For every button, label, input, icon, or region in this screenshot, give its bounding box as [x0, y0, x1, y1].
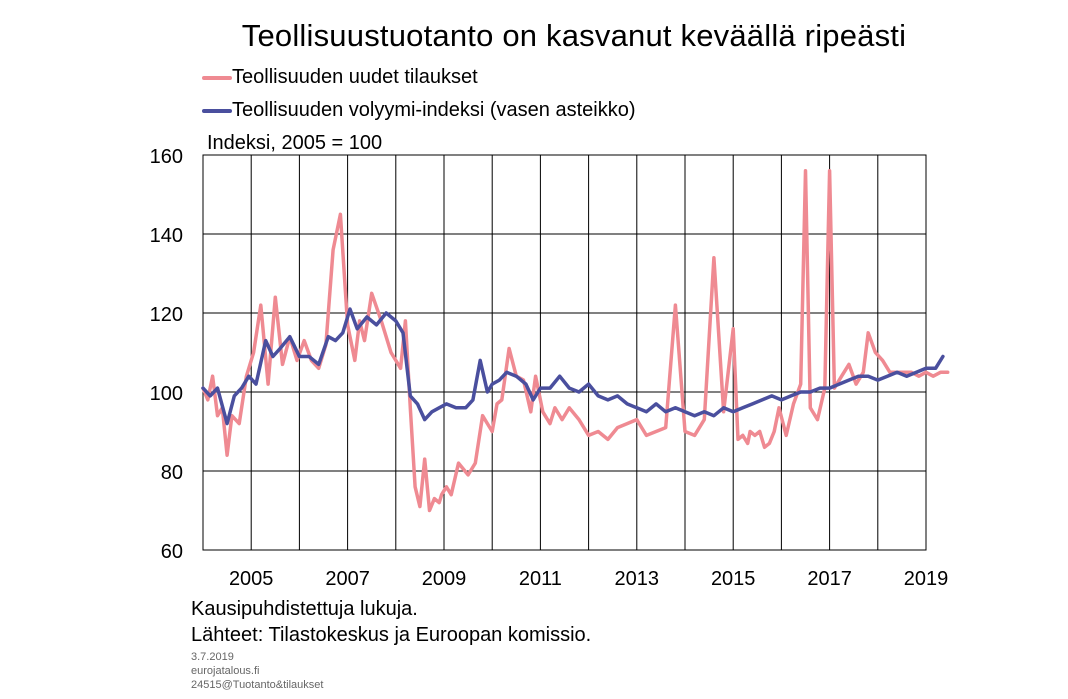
source-note: Lähteet: Tilastokeskus ja Euroopan komis… — [191, 624, 592, 646]
y-tick-label: 60 — [161, 541, 183, 563]
plot-frame — [202, 154, 927, 551]
y-tick-label: 120 — [150, 304, 183, 326]
series-line-new-orders — [201, 169, 950, 513]
site-name: eurojatalous.fi — [191, 665, 260, 677]
y-tick-label: 80 — [161, 462, 183, 484]
x-tick-label: 2005 — [229, 568, 274, 590]
x-tick-label: 2019 — [904, 568, 949, 590]
y-tick-label: 140 — [150, 225, 183, 247]
figure-code: 24515@Tuotanto&tilaukset — [191, 679, 324, 691]
legend-label-volume-index: Teollisuuden volyymi-indeksi (vasen aste… — [232, 99, 636, 121]
series-line-volume-index — [201, 307, 945, 426]
x-tick-label: 2015 — [711, 568, 756, 590]
chart-title: Teollisuustuotanto on kasvanut keväällä … — [241, 18, 907, 53]
legend-swatch-volume-index — [202, 109, 232, 113]
publish-date: 3.7.2019 — [191, 651, 234, 663]
unit-label: Indeksi, 2005 = 100 — [207, 132, 383, 154]
x-tick-label: 2007 — [325, 568, 370, 590]
y-tick-label: 100 — [150, 383, 183, 405]
legend-swatch-new-orders — [202, 76, 232, 80]
y-tick-label: 160 — [150, 146, 183, 168]
x-tick-label: 2009 — [422, 568, 467, 590]
x-tick-label: 2011 — [519, 568, 562, 590]
x-tick-label: 2013 — [615, 568, 660, 590]
footnote: Kausipuhdistettuja lukuja. — [191, 598, 418, 620]
legend-label-new-orders: Teollisuuden uudet tilaukset — [232, 66, 478, 88]
x-tick-label: 2017 — [807, 568, 852, 590]
